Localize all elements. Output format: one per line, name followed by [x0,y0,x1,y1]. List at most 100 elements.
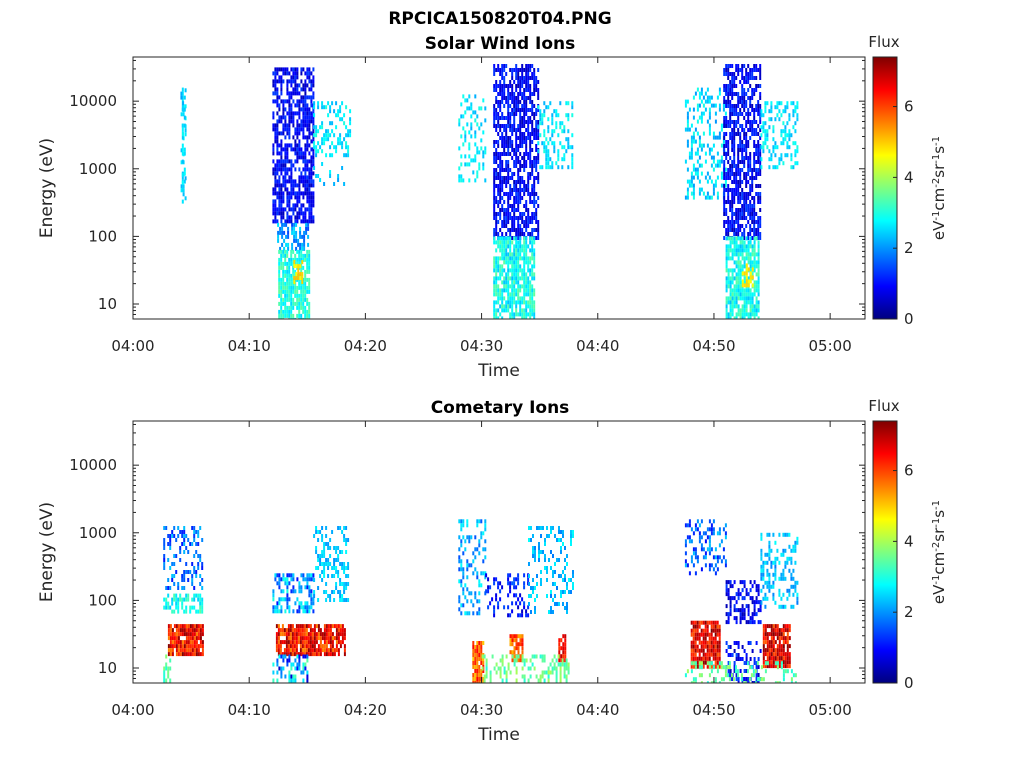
spectrogram-cell [534,546,536,550]
spectrogram-cell [317,628,320,633]
spectrogram-cell [462,571,465,576]
spectrogram-cell [556,586,558,590]
spectrogram-cell [199,636,202,641]
spectrogram-cell [466,567,469,572]
spectrogram-cell [304,309,307,314]
spectrogram-cell [529,140,532,144]
spectrogram-cell [547,678,550,683]
spectrogram-cell [513,128,516,132]
spectrogram-cell [753,220,756,224]
spectrogram-cell [521,248,524,253]
spectrogram-cell [739,68,742,72]
spectrogram-cell [737,132,740,136]
spectrogram-cell [731,180,734,184]
spectrogram-cell [553,149,556,154]
spectrogram-cell [505,272,508,277]
spectrogram-cell [509,212,512,216]
spectrogram-cell [289,636,292,641]
spectrogram-cell [554,594,556,598]
spectrogram-cell [523,236,526,241]
spectrogram-cell [513,228,516,232]
spectrogram-cell [562,530,564,534]
spectrogram-cell [310,171,313,176]
spectrogram-cell [199,593,202,598]
spectrogram-cell [535,212,538,216]
spectrogram-cell [521,284,524,289]
spectrogram-cell [503,288,506,293]
spectrogram-cell [706,191,709,196]
spectrogram-cell [286,289,289,294]
spectrogram-cell [555,670,558,675]
spectrogram-cell [735,248,738,253]
spectrogram-cell [493,188,496,192]
spectrogram-cell [531,200,534,204]
spectrogram-cell [321,101,324,106]
spectrogram-cell [737,104,740,108]
spectrogram-cell [501,292,504,297]
spectrogram-cell [296,131,299,136]
spectrogram-cell [493,84,496,88]
spectrogram-cell [567,117,570,122]
spectrogram-cell [294,183,297,188]
spectrogram-cell [283,632,286,637]
spectrogram-cell [749,252,752,257]
spectrogram-cell [280,75,283,80]
spectrogram-cell [731,212,734,216]
spectrogram-cell [718,107,721,112]
spectrogram-cell [293,636,296,641]
spectrogram-cell [698,191,701,196]
spectrogram-cell [513,288,516,293]
spectrogram-cell [714,103,717,108]
spectrogram-cell [474,178,477,183]
spectrogram-cell [704,531,707,536]
spectrogram-cell [755,304,758,309]
spectrogram-cell [284,183,287,188]
spectrogram-cell [181,574,184,578]
spectrogram-cell [531,268,534,273]
spectrogram-cell [554,562,556,566]
spectrogram-cell [464,162,467,167]
spectrogram-cell [533,272,536,277]
spectrogram-cell [163,562,166,566]
spectrogram-cell [535,164,538,168]
spectrogram-cell [523,108,526,112]
spectrogram-cell [294,203,297,208]
spectrogram-cell [511,638,514,643]
spectrogram-cell [189,636,192,641]
spectrogram-cell [747,112,750,116]
spectrogram-cell [497,236,500,241]
spectrogram-cell [690,143,693,148]
spectrogram-cell [768,125,771,130]
spectrogram-cell [476,641,479,645]
spectrogram-cell [562,654,565,659]
spectrogram-cell [327,566,330,570]
spectrogram-cell [347,598,350,602]
spectrogram-cell [527,292,530,297]
spectrogram-cell [751,96,754,100]
spectrogram-cell [741,283,744,288]
spectrogram-cell [517,613,520,618]
spectrogram-cell [308,301,311,306]
spectrogram-cell [505,276,508,281]
spectrogram-cell [515,236,518,241]
spectrogram-cell [300,219,303,224]
spectrogram-cell [737,260,740,265]
spectrogram-cell [285,242,288,247]
spectrogram-cell [272,159,275,164]
spectrogram-cell [745,292,748,297]
spectrogram-cell [725,212,728,216]
spectrogram-cell [309,632,312,637]
spectrogram-cell [547,674,550,679]
spectrogram-cell [694,527,697,532]
spectrogram-cell [564,634,567,639]
spectrogram-cell [493,609,496,614]
spectrogram-cell [460,519,463,524]
spectrogram-cell [181,180,184,185]
spectrogram-cell [778,161,781,166]
spectrogram-cell [493,176,496,180]
spectrogram-cell [481,654,484,659]
spectrogram-cell [183,95,186,100]
spectrogram-cell [716,159,719,164]
spectrogram-cell [507,168,510,172]
spectrogram-cell [499,192,502,196]
